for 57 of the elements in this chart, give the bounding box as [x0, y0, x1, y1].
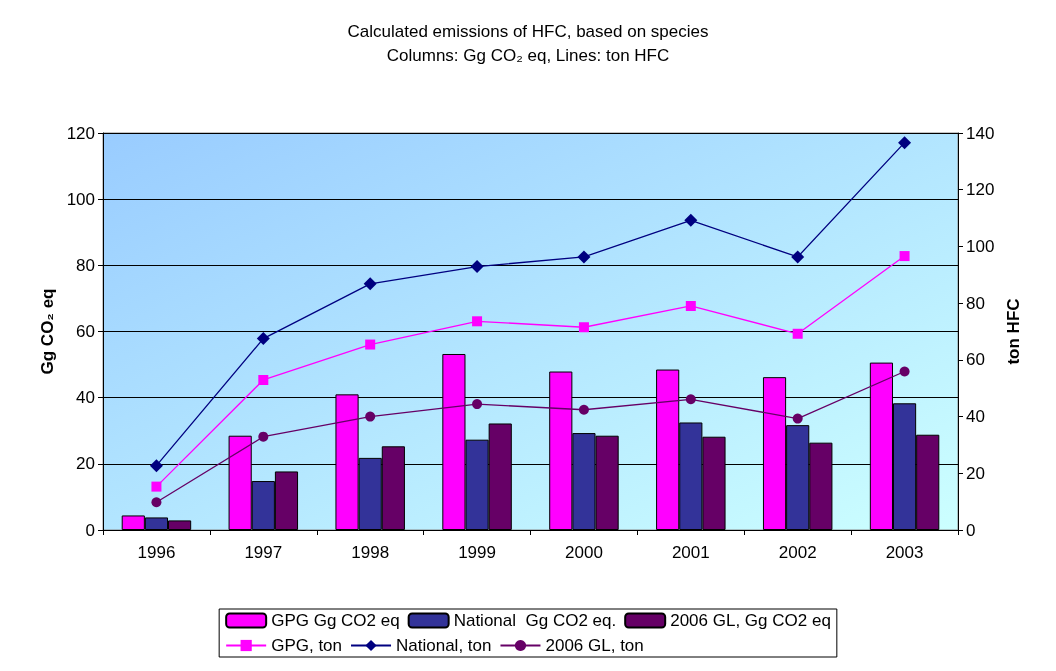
legend-label: GPG, ton	[271, 636, 343, 655]
point	[685, 300, 696, 311]
legend-label: National Gg CO2 eq.	[453, 611, 617, 630]
y-tick-label: 20	[76, 454, 95, 474]
y2-tick-label: 20	[966, 463, 985, 483]
y2-tick-label: 0	[966, 520, 976, 540]
point	[577, 250, 591, 264]
y2-tick-label: 80	[966, 293, 985, 313]
point	[685, 394, 696, 405]
y2-tick-label: 140	[966, 123, 995, 143]
y2-tick-label: 120	[966, 180, 995, 200]
point	[578, 322, 589, 333]
point	[149, 459, 163, 473]
x-tick-label: 2003	[885, 543, 924, 562]
point	[684, 213, 698, 227]
x-tick-label: 1998	[351, 543, 390, 562]
point	[363, 277, 377, 291]
legend-label: GPG Gg CO2 eq	[271, 611, 400, 630]
point	[792, 328, 803, 339]
y2-tick-label: 60	[966, 350, 985, 370]
point	[899, 251, 910, 262]
point	[365, 339, 376, 350]
point	[470, 260, 484, 274]
legend-label: 2006 GL, Gg CO2 eq	[670, 611, 831, 630]
point	[256, 332, 270, 346]
y2-tick-label: 40	[966, 407, 985, 427]
x-tick-label: 2001	[671, 543, 710, 562]
x-tick-label: 1999	[458, 543, 496, 562]
x-tick-label: 2002	[778, 543, 817, 562]
legend-label: 2006 GL, ton	[545, 636, 644, 655]
y2-axis-title: ton HFC	[1004, 298, 1024, 365]
point	[151, 497, 162, 508]
x-tick-label: 2000	[565, 543, 603, 562]
point	[472, 399, 483, 410]
y-tick-label: 0	[85, 520, 95, 540]
y-tick-label: 80	[76, 255, 95, 275]
y-tick-label: 40	[76, 388, 95, 408]
point	[472, 316, 483, 327]
point	[258, 431, 269, 442]
x-tick-label: 1997	[244, 543, 283, 562]
point	[899, 366, 910, 377]
y-tick-label: 120	[66, 123, 95, 143]
y-axis-title: Gg CO₂ eq	[37, 288, 57, 375]
point	[365, 411, 376, 422]
point	[151, 481, 162, 492]
point	[578, 404, 589, 415]
point	[258, 374, 269, 385]
y2-tick-label: 100	[966, 236, 995, 256]
point	[791, 250, 805, 264]
point	[792, 413, 803, 424]
x-tick-label: 1996	[137, 543, 176, 562]
y-tick-label: 100	[66, 189, 95, 209]
point	[898, 136, 912, 150]
y-tick-label: 60	[76, 322, 95, 341]
chart-title: Calculated emissions of HFC, based on species	[347, 22, 709, 41]
chart-subtitle: Columns: Gg CO₂ eq, Lines: ton HFC	[386, 46, 670, 65]
legend-label: National, ton	[396, 636, 492, 655]
